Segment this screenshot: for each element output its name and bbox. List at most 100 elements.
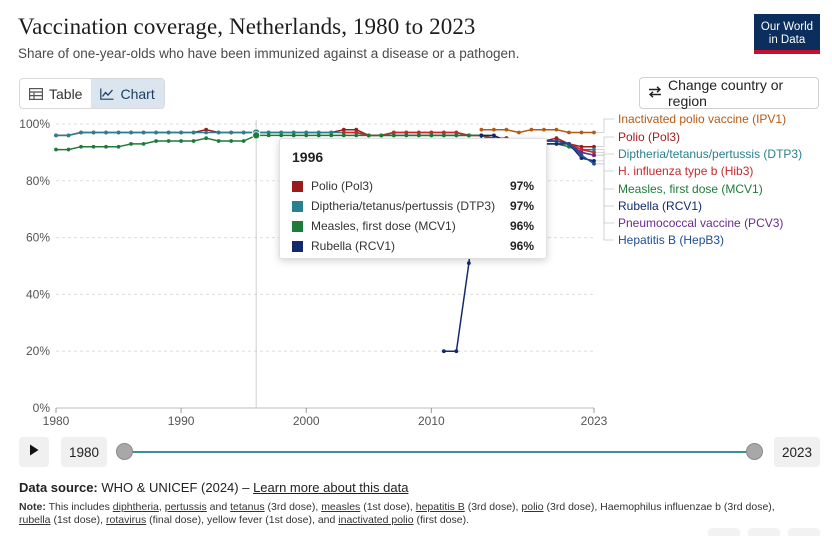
x-tick-label: 2023 — [581, 414, 608, 428]
tooltip-label: Polio (Pol3) — [311, 179, 374, 193]
data-point — [179, 139, 184, 143]
source-prefix: Data source: — [19, 480, 98, 495]
data-point — [54, 133, 58, 138]
timeline-end-handle[interactable] — [746, 443, 763, 460]
timeline-track[interactable] — [125, 451, 755, 453]
view-tabs: Table Chart — [19, 78, 165, 109]
tab-chart[interactable]: Chart — [91, 79, 164, 108]
tab-table[interactable]: Table — [20, 79, 91, 108]
note-text: , — [158, 501, 165, 513]
timeline-end-year[interactable]: 2023 — [774, 437, 821, 467]
data-point — [216, 139, 221, 143]
data-point — [492, 133, 496, 138]
download-button[interactable] — [788, 528, 820, 536]
series-label: Measles, first dose (MCV1) — [618, 182, 763, 196]
data-point — [341, 133, 346, 138]
data-point — [391, 133, 396, 138]
fullscreen-button[interactable] — [748, 528, 780, 536]
label-connector — [596, 149, 614, 155]
data-point — [592, 161, 596, 166]
y-tick-label: 0% — [33, 401, 51, 415]
data-point — [354, 133, 359, 138]
note-term-link[interactable]: hepatitis B — [415, 501, 465, 513]
change-country-button[interactable]: Change country or region — [639, 77, 819, 109]
data-point — [79, 144, 83, 149]
tooltip-value: 97% — [509, 199, 534, 213]
data-point — [579, 130, 584, 135]
data-point — [404, 130, 409, 135]
note-term-link[interactable]: rotavirus — [105, 514, 147, 526]
data-point — [166, 139, 171, 143]
data-point — [116, 130, 121, 135]
data-point — [592, 153, 596, 158]
data-point — [592, 130, 596, 135]
data-point — [567, 141, 571, 146]
data-point — [341, 130, 346, 135]
note-term-link[interactable]: pertussis — [164, 501, 207, 513]
data-point — [567, 130, 571, 135]
data-point — [104, 144, 108, 149]
data-point — [316, 130, 321, 135]
data-point — [79, 130, 83, 135]
series-label: Inactivated polio vaccine (IPV1) — [618, 112, 786, 126]
data-point — [366, 133, 371, 138]
series-label: Pneumococcal vaccine (PCV3) — [618, 216, 783, 230]
data-point — [329, 133, 334, 138]
data-point — [191, 130, 196, 135]
table-icon — [29, 87, 43, 100]
share-button[interactable] — [708, 528, 740, 536]
data-point — [279, 133, 284, 138]
note-term-link[interactable]: polio — [521, 501, 544, 513]
play-button[interactable] — [19, 437, 49, 467]
note-text: (1st dose), — [50, 514, 106, 526]
data-point — [129, 130, 133, 135]
note-term-link[interactable]: inactivated polio — [338, 514, 414, 526]
x-tick-label: 1980 — [43, 414, 70, 428]
line-chart-icon — [100, 88, 114, 100]
data-point — [241, 139, 246, 143]
note-text: Note: — [19, 501, 46, 513]
timeline-start-handle[interactable] — [116, 443, 133, 460]
learn-more-link[interactable]: Learn more about this data — [253, 480, 409, 495]
chart-title: Vaccination coverage, Netherlands, 1980 … — [18, 14, 476, 39]
change-country-label: Change country or region — [668, 77, 784, 109]
data-point — [129, 141, 133, 146]
series-line — [481, 128, 594, 134]
data-point — [542, 127, 546, 132]
label-connector — [596, 163, 614, 241]
data-point — [554, 139, 559, 143]
tooltip-swatch — [292, 200, 303, 212]
label-connector — [596, 160, 614, 207]
data-point — [579, 147, 584, 152]
data-point — [291, 133, 296, 138]
tooltip-swatch — [292, 180, 303, 192]
data-point — [492, 127, 496, 132]
data-point — [354, 130, 359, 135]
data-point — [579, 153, 584, 158]
data-point — [554, 141, 559, 146]
tooltip-swatch — [292, 220, 303, 232]
timeline-start-year[interactable]: 1980 — [61, 437, 108, 467]
data-point — [91, 144, 96, 149]
tooltip-label: Rubella (RCV1) — [311, 239, 396, 253]
play-icon — [29, 443, 39, 461]
data-point — [141, 130, 146, 135]
data-point — [166, 130, 171, 135]
note-term-link[interactable]: measles — [321, 501, 361, 513]
x-tick-label: 2000 — [293, 414, 320, 428]
tooltip-label: Measles, first dose (MCV1) — [311, 219, 456, 233]
data-point — [592, 144, 596, 149]
data-point — [191, 139, 196, 143]
note-text: (3rd dose), — [264, 501, 322, 513]
data-point — [466, 133, 471, 138]
data-point — [66, 147, 71, 152]
data-point — [429, 133, 434, 138]
owid-logo[interactable]: Our World in Data — [754, 14, 820, 54]
note-text: (first dose). — [413, 514, 470, 526]
note-term-link[interactable]: tetanus — [230, 501, 265, 513]
data-point — [204, 130, 209, 135]
note-text: and — [206, 501, 231, 513]
note-term-link[interactable]: diphtheria — [112, 501, 159, 513]
series-label: Hepatitis B (HepB3) — [618, 233, 724, 247]
note-term-link[interactable]: rubella — [19, 514, 51, 526]
